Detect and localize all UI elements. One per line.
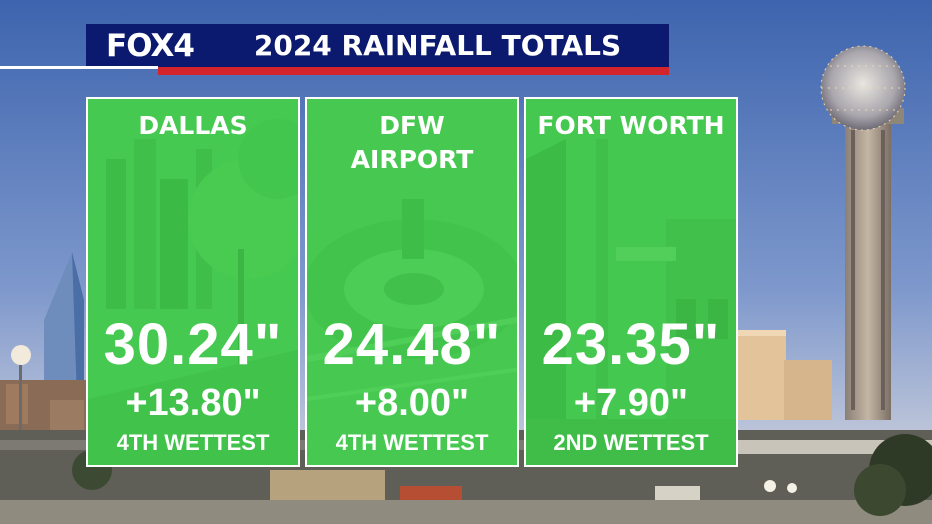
header-red-stripe: [158, 67, 669, 75]
wettest-rank: 4TH WETTEST: [335, 430, 489, 455]
wettest-rank: 4TH WETTEST: [116, 430, 270, 455]
rainfall-card-fort-worth: FORT WORTH 23.35" +7.90" 2ND WETTEST: [524, 97, 738, 467]
city-name: DALLAS: [138, 111, 248, 140]
title-bar: FOX4 2024 RAINFALL TOTALS: [86, 24, 669, 67]
page-title: 2024 RAINFALL TOTALS: [253, 29, 622, 62]
rainfall-above-normal: +8.00": [354, 382, 470, 424]
rainfall-above-normal: +7.90": [573, 382, 689, 424]
header-accent-line: [0, 66, 158, 69]
fox4-logo: FOX4: [106, 27, 195, 64]
rainfall-card-dfw-airport: DFW AIRPORT 24.48" +8.00" 4TH WETTEST: [305, 97, 519, 467]
rainfall-total: 30.24": [103, 312, 283, 377]
rainfall-total: 23.35": [541, 312, 721, 377]
rainfall-card-dallas: DALLAS 30.24" +13.80" 4TH WETTEST: [86, 97, 300, 467]
wettest-rank: 2ND WETTEST: [553, 430, 709, 455]
rainfall-total: 24.48": [322, 312, 502, 377]
city-name: DFW AIRPORT: [350, 111, 474, 174]
rainfall-above-normal: +13.80": [125, 382, 261, 424]
city-name: FORT WORTH: [537, 111, 725, 140]
